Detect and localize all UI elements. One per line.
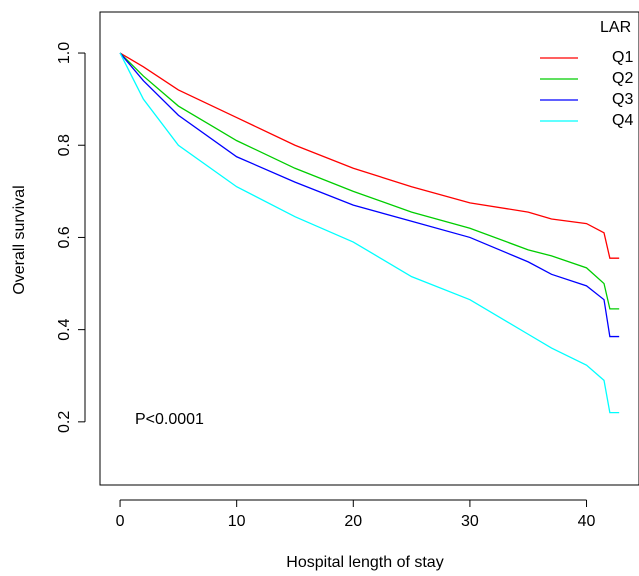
legend-title: LAR: [600, 19, 631, 36]
y-tick-label: 1.0: [56, 42, 73, 64]
y-tick-label: 0.8: [56, 134, 73, 156]
annotation: P<0.0001: [135, 411, 204, 428]
x-axis-label: Hospital length of stay: [286, 554, 443, 571]
x-tick-label: 0: [116, 513, 125, 530]
x-tick-label: 40: [578, 513, 596, 530]
y-tick-label: 0.4: [56, 318, 73, 340]
survival-line: [119, 52, 620, 310]
legend-label: Q4: [612, 112, 633, 129]
plot-box: [99, 11, 639, 486]
survival-line: [119, 52, 620, 414]
y-tick-label: 0.2: [56, 411, 73, 433]
y-axis-label: Overall survival: [11, 185, 28, 294]
legend-label: Q3: [612, 91, 633, 108]
legend-label: Q2: [612, 70, 633, 87]
x-tick-label: 10: [228, 513, 246, 530]
y-tick-label: 0.6: [56, 226, 73, 248]
x-tick-label: 20: [344, 513, 362, 530]
x-tick-label: 30: [461, 513, 479, 530]
legend-label: Q1: [612, 49, 633, 66]
survival-line: [119, 52, 620, 338]
survival-line: [119, 52, 620, 259]
